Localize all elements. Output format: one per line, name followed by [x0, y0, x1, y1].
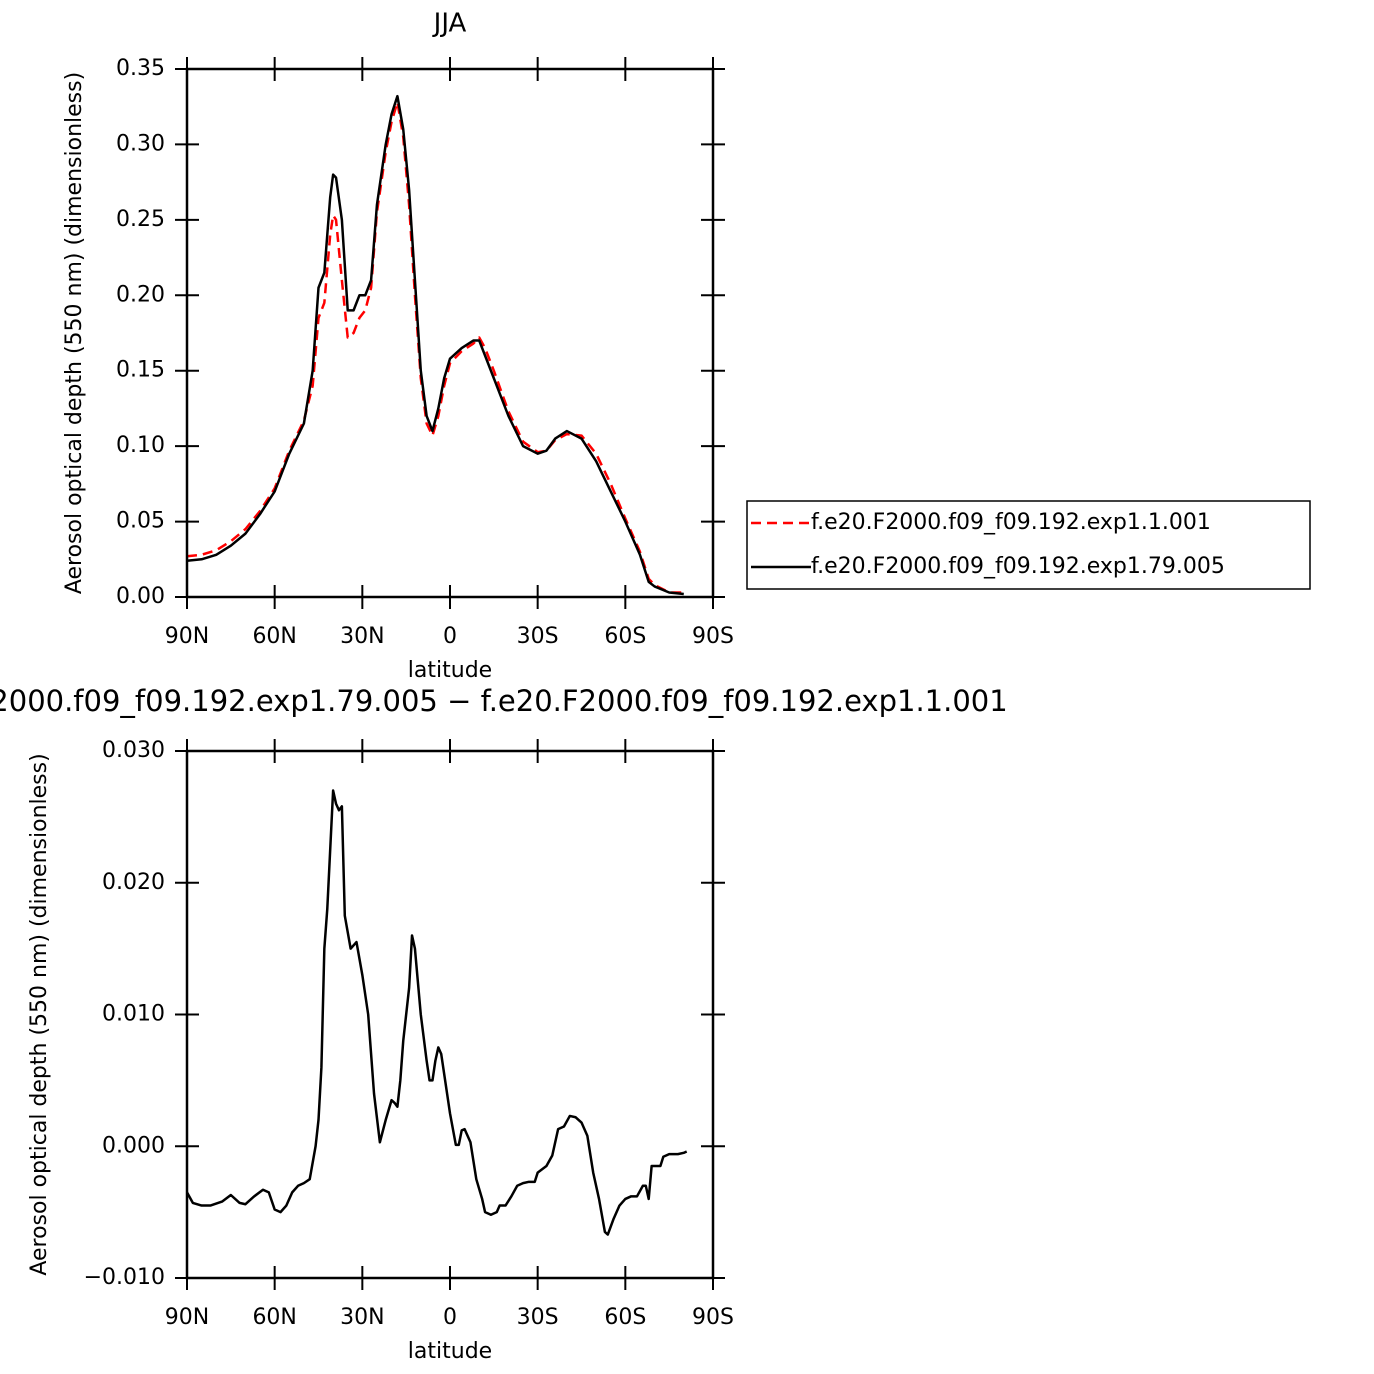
y-tick-label: 0.010 — [102, 1002, 165, 1027]
data-line — [186, 94, 684, 596]
y-tick-label: 0.30 — [116, 131, 165, 156]
x-axis-label: latitude — [408, 1339, 492, 1364]
legend-label: f.e20.F2000.f09_f09.192.exp1.1.001 — [811, 510, 1211, 535]
x-tick-label: 30S — [517, 624, 559, 649]
x-tick-label: 60N — [252, 1305, 296, 1330]
y-tick-label: 0.20 — [116, 282, 165, 307]
plot-frame — [185, 749, 715, 1280]
x-tick-label: 60S — [604, 624, 646, 649]
y-tick-label: −0.010 — [84, 1265, 165, 1290]
x-tick-label: 90S — [692, 1305, 734, 1330]
legend-label: f.e20.F2000.f09_f09.192.exp1.79.005 — [811, 554, 1225, 579]
legend-box — [746, 500, 1311, 590]
x-axis-label: latitude — [408, 658, 492, 683]
chart-title: JJA — [432, 9, 467, 39]
data-line — [186, 100, 684, 594]
x-tick-label: 60N — [252, 624, 296, 649]
y-tick-label: 0.25 — [116, 207, 165, 232]
y-tick-label: 0.05 — [116, 509, 165, 534]
x-tick-label: 90N — [165, 1305, 209, 1330]
x-tick-label: 0 — [443, 1305, 457, 1330]
y-tick-label: 0.000 — [102, 1133, 165, 1158]
x-tick-label: 90S — [692, 624, 734, 649]
x-tick-label: 60S — [604, 1305, 646, 1330]
x-tick-label: 30S — [517, 1305, 559, 1330]
y-tick-label: 0.35 — [116, 56, 165, 81]
y-tick-label: 0.020 — [102, 870, 165, 895]
y-tick-label: 0.15 — [116, 358, 165, 383]
x-tick-label: 90N — [165, 624, 209, 649]
chart-title: f.e20.F2000.f09_f09.192.exp1.79.005 − f.… — [0, 684, 1008, 718]
y-tick-label: 0.030 — [102, 738, 165, 763]
x-tick-label: 0 — [443, 624, 457, 649]
y-axis-label: Aerosol optical depth (550 nm) (dimensio… — [62, 72, 87, 594]
y-axis-label: Aerosol optical depth (550 nm) (dimensio… — [27, 753, 52, 1275]
x-tick-label: 30N — [340, 624, 384, 649]
y-tick-label: 0.00 — [116, 584, 165, 609]
y-tick-label: 0.10 — [116, 433, 165, 458]
plot-frame — [185, 67, 715, 599]
x-tick-label: 30N — [340, 1305, 384, 1330]
data-line — [185, 789, 688, 1236]
